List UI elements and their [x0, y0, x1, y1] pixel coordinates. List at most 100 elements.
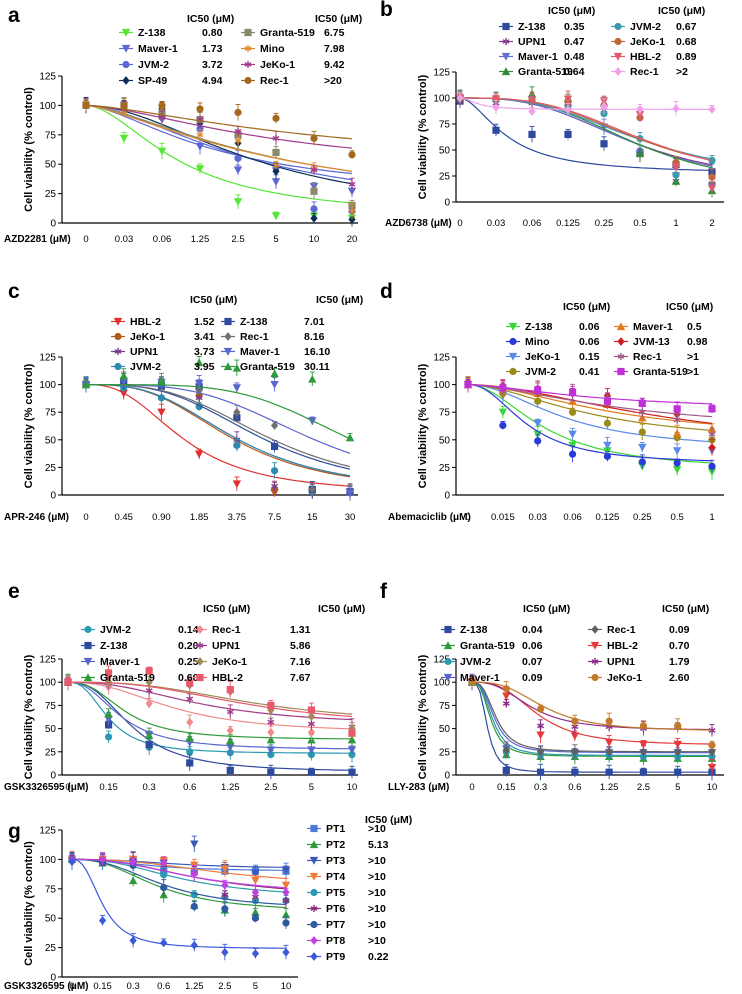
series-rec-1	[456, 92, 716, 116]
data-point	[603, 441, 612, 450]
data-point	[64, 678, 72, 686]
data-point	[638, 428, 646, 436]
data-point	[308, 374, 317, 383]
legend-item: Maver-1 1.73	[119, 43, 223, 55]
legend-item: JVM-2 0.07	[441, 656, 543, 668]
x-tick-label: 0.90	[152, 512, 171, 523]
data-point	[563, 95, 573, 104]
legend-item: Z-138 0.06	[506, 321, 600, 333]
data-point	[708, 443, 716, 452]
fit-curve	[67, 681, 353, 771]
legend-ic50-value: 6.75	[324, 27, 345, 39]
legend-ic50-value: 7.98	[324, 43, 345, 55]
legend-marker	[509, 337, 517, 346]
y-tick-label: 125	[433, 68, 450, 79]
legend-ic50-value: 0.07	[522, 656, 543, 668]
series-pt8	[68, 851, 290, 900]
data-point	[98, 855, 107, 864]
fit-curve	[471, 681, 712, 757]
data-point	[348, 729, 356, 737]
legend-ic50-value: >10	[368, 935, 386, 947]
fit-curve	[459, 97, 712, 110]
data-point	[600, 101, 608, 111]
legend-ic50-value: >20	[324, 75, 342, 87]
legend-label: Z-138	[525, 321, 553, 333]
legend-marker-stroke	[591, 659, 599, 664]
legend-marker	[614, 22, 622, 31]
data-point	[307, 720, 315, 728]
legend-label: UPN1	[607, 656, 635, 668]
legend-label: UPN1	[212, 640, 240, 652]
y-tick-label: 50	[45, 724, 57, 735]
data-point	[194, 358, 204, 367]
y-tick-label: 50	[439, 435, 451, 446]
data-point	[190, 869, 198, 878]
data-point	[536, 705, 545, 713]
legend-ic50-value: 4.94	[202, 75, 223, 87]
legend-ic50-value: 0.04	[522, 624, 543, 636]
legend-label: PT3	[326, 855, 345, 867]
data-point-stroke	[638, 409, 646, 415]
x-tick-label: 1.85	[190, 512, 209, 523]
data-point	[190, 902, 198, 911]
data-point	[307, 706, 316, 714]
data-point-stroke	[186, 696, 194, 702]
legend-marker-stroke	[244, 46, 252, 51]
data-point	[234, 108, 242, 117]
y-tick-label: 0	[50, 771, 56, 782]
data-point-stroke	[271, 483, 279, 489]
legend-label: PT1	[326, 823, 345, 835]
data-point	[528, 130, 536, 138]
data-point	[104, 677, 113, 687]
data-point	[674, 747, 682, 757]
legend-marker	[310, 936, 318, 945]
legend-item: PT9 0.22	[307, 951, 389, 963]
legend-ic50-value: 1.31	[290, 624, 311, 636]
x-tick-label: 5	[675, 782, 680, 793]
legend-label: JVM-2	[100, 624, 131, 636]
y-tick-label: 125	[433, 655, 450, 666]
data-point-stroke	[272, 162, 280, 168]
x-tick-label: 0.015	[491, 512, 515, 523]
legend-ic50-value: 0.06	[579, 336, 600, 348]
data-point	[536, 731, 545, 740]
data-point	[129, 857, 137, 867]
legend-item: JVM-2 3.72	[119, 59, 223, 71]
x-tick-label: 10	[347, 782, 358, 793]
y-axis-label: Cell viability (% control)	[23, 363, 35, 488]
x-tick-label: 0.5	[671, 512, 684, 523]
legend-marker	[114, 347, 122, 356]
x-tick-label: 0	[457, 218, 462, 229]
fit-curve	[71, 858, 286, 949]
fit-curve	[72, 858, 287, 906]
legend-item: HBL-2 0.89	[611, 51, 697, 63]
data-point	[307, 746, 316, 755]
data-point	[282, 887, 290, 897]
y-axis-label: Cell viability (% control)	[417, 74, 429, 199]
data-point	[220, 865, 230, 874]
legend-ic50-value: 0.80	[202, 27, 223, 39]
x-tick-label: 0.125	[596, 512, 620, 523]
y-tick-label: 125	[39, 72, 56, 83]
data-point	[537, 722, 545, 730]
legend-item: JeKo-1 9.42	[241, 59, 345, 71]
legend-ic50-value: 0.09	[669, 624, 690, 636]
legend-label: JVM-2	[525, 366, 556, 378]
y-tick-label: 100	[39, 380, 56, 391]
ic50-header: IC50 (μM)	[203, 603, 250, 615]
data-point	[605, 717, 613, 725]
y-tick-label: 75	[439, 701, 451, 712]
legend-item: UPN1 1.79	[588, 656, 690, 668]
fit-curve	[471, 681, 712, 757]
data-point	[233, 441, 241, 449]
data-point	[347, 735, 357, 744]
data-point	[281, 881, 291, 890]
legend-ic50-value: 0.68	[676, 36, 697, 48]
x-tick-label: 0.5	[633, 218, 646, 229]
data-point	[234, 154, 242, 162]
data-point	[708, 430, 716, 438]
data-point	[190, 840, 199, 849]
data-point-stroke	[226, 709, 234, 715]
legend-marker	[310, 920, 318, 929]
